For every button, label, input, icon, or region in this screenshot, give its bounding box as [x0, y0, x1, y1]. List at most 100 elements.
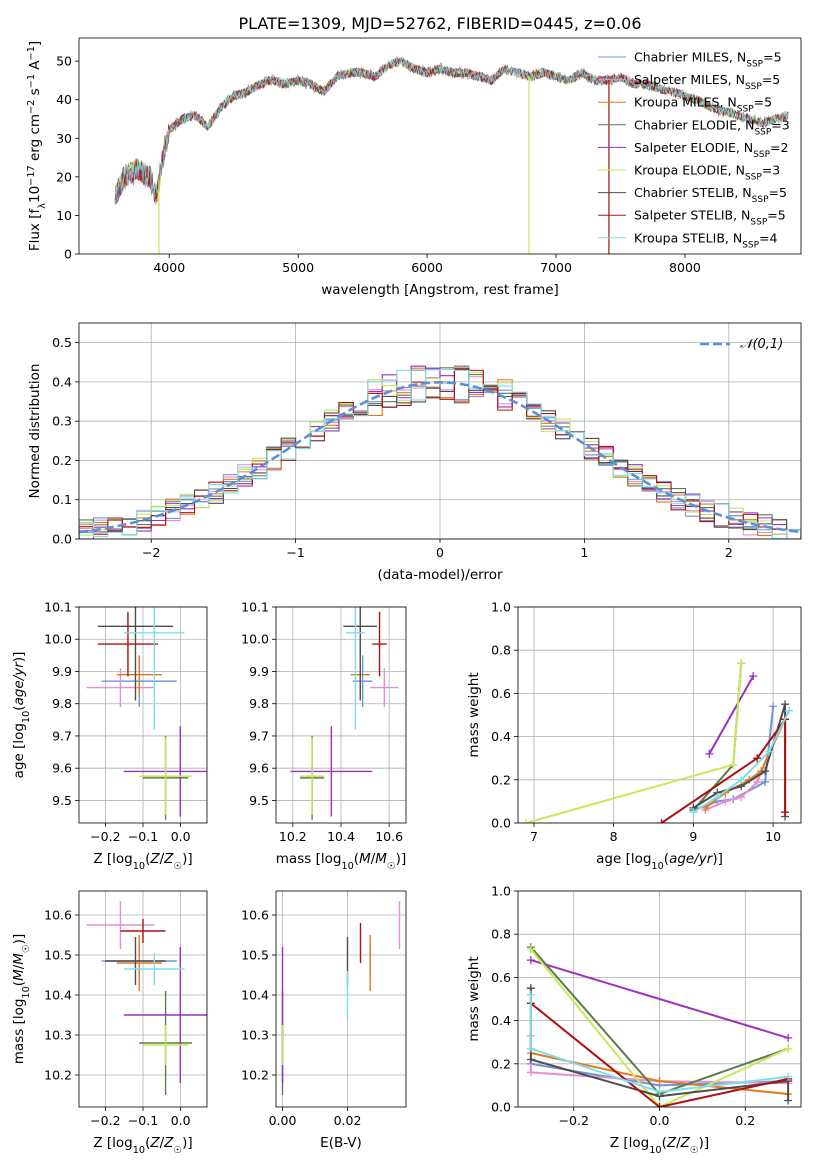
- weight-marker-salpeter_miles: [737, 793, 746, 802]
- grid-lines: [276, 891, 406, 1107]
- y-axis-label: mass weight: [466, 956, 482, 1041]
- weight-marker-salpeter_stelib: [753, 754, 762, 763]
- weight-marker-salpeter_elodie: [784, 1033, 793, 1042]
- y-tick-label: 9.8: [249, 696, 269, 711]
- y-tick-label: 0.8: [491, 927, 511, 942]
- y-tick-label: 10.6: [44, 908, 72, 923]
- y-tick-label: 9.9: [249, 664, 269, 679]
- axes-frame: [275, 606, 407, 824]
- legend-label-kroupa_elodie: Kroupa ELODIE, NSSP=3: [634, 163, 780, 183]
- x-tick-label: 5000: [282, 260, 314, 275]
- legend-label-salpeter_miles: Salpeter MILES, NSSP=5: [634, 72, 780, 92]
- y-tick-label: 20: [56, 169, 72, 184]
- legend-label-chabrier_elodie: Chabrier ELODIE, NSSP=3: [634, 117, 790, 137]
- grid-lines: [518, 606, 801, 824]
- legend-label-kroupa_stelib: Kroupa STELIB, NSSP=4: [634, 230, 778, 250]
- normal-curve: [79, 380, 801, 534]
- y-tick-label: 10.3: [44, 1028, 72, 1043]
- weight-marker-kroupa_elodie: [521, 819, 530, 823]
- y-tick-label: 10.1: [241, 600, 269, 615]
- x-tick-label: 0.00: [269, 1113, 297, 1128]
- x-tick-label: 7: [530, 829, 538, 844]
- x-tick-label: 0.2: [735, 1113, 755, 1128]
- x-axis-label: wavelength [Angstrom, rest frame]: [321, 282, 559, 298]
- y-tick-label: 9.8: [52, 696, 72, 711]
- y-tick-label: 10.0: [241, 632, 269, 647]
- x-tick-label: −0.2: [559, 1113, 589, 1128]
- weight-marker-kroupa_stelib: [713, 793, 722, 802]
- y-tick-label: 10.4: [241, 988, 269, 1003]
- y-tick-label: 0.2: [52, 453, 72, 468]
- y-tick-label: 9.5: [52, 793, 72, 808]
- y-tick-label: 0.4: [491, 1013, 511, 1028]
- y-tick-label: 10.0: [44, 632, 72, 647]
- x-tick-label: 1: [580, 545, 588, 560]
- y-tick-label: 9.6: [249, 761, 269, 776]
- x-tick-label: 10: [765, 829, 781, 844]
- weight-marker-salpeter_stelib: [657, 819, 666, 823]
- grid-lines: [79, 606, 207, 823]
- x-tick-label: 10.4: [327, 829, 355, 844]
- y-tick-label: 0.3: [52, 414, 72, 429]
- spectrum-line-chabrier_stelib: [114, 56, 789, 204]
- y-tick-label: 9.7: [52, 728, 72, 743]
- y-tick-label: 10.2: [44, 1068, 72, 1083]
- x-tick-label: 0.02: [334, 1113, 362, 1128]
- y-tick-label: 10: [56, 208, 72, 223]
- legend-label-salpeter_stelib: Salpeter STELIB, NSSP=5: [634, 208, 786, 228]
- grid-lines: [276, 606, 406, 823]
- y-tick-label: 9.6: [52, 761, 72, 776]
- weight-marker-kroupa_stelib: [655, 1087, 664, 1096]
- x-tick-label: 10.2: [279, 829, 307, 844]
- panel-weight_vs_age: 7 8 9 10 0.0 0.2 0.4 0.6 0.8 1.0 age [log10(age/yr…: [466, 600, 802, 872]
- panel-mass_vs_ebv: 0.00 0.02 10.2 10.3 10.4 10.5 10.6 E(B-V): [241, 890, 407, 1151]
- weight-marker-kroupa_stelib: [689, 808, 698, 817]
- y-tick-label: 0.8: [491, 643, 511, 658]
- histogram-kroupa_stelib: [79, 368, 801, 539]
- y-tick-label: 10.4: [44, 988, 72, 1003]
- plot-area: [526, 943, 793, 1107]
- weight-marker-chabrier_stelib: [526, 1055, 535, 1064]
- x-axis-label: mass [log10(M/M☉)]: [276, 851, 406, 872]
- weight-line-salpeter_stelib: [530, 1002, 789, 1107]
- x-tick-label: 4000: [153, 260, 185, 275]
- weight-marker-kroupa_stelib: [526, 990, 535, 999]
- y-tick-label: 0.2: [491, 1056, 511, 1071]
- x-tick-label: 9: [689, 829, 697, 844]
- weight-line-kroupa_stelib: [529, 994, 789, 1093]
- y-tick-label: 0.0: [52, 532, 72, 547]
- axes-frame: [275, 890, 407, 1108]
- weight-marker-salpeter_miles: [753, 777, 762, 786]
- y-tick-label: 0.6: [491, 970, 511, 985]
- axes-frame: [517, 606, 802, 824]
- panel-weight_vs_Z: −0.2 0.0 0.2 0.0 0.2 0.4 0.6 0.8 1.0 Z [log10(Z/Z…: [466, 884, 802, 1156]
- y-tick-label: 9.7: [249, 728, 269, 743]
- y-tick-label: 10.2: [241, 1068, 269, 1083]
- x-tick-label: −2: [142, 545, 160, 560]
- x-tick-label: 8000: [669, 260, 701, 275]
- axes-frame: [78, 322, 802, 540]
- y-tick-label: 10.3: [241, 1028, 269, 1043]
- x-tick-label: 0.0: [650, 1113, 670, 1128]
- axes-frame: [517, 890, 802, 1108]
- weight-marker-kroupa_stelib: [737, 775, 746, 784]
- y-tick-label: 30: [56, 131, 72, 146]
- y-tick-label: 0.6: [491, 686, 511, 701]
- y-tick-label: 10.1: [44, 600, 72, 615]
- plot-area: [79, 365, 801, 539]
- weight-marker-chabrier_stelib: [781, 700, 790, 709]
- axes-frame: [78, 37, 802, 255]
- plot-area: [86, 607, 207, 820]
- weight-marker-salpeter_elodie: [749, 672, 758, 681]
- axes-frame: [78, 606, 208, 824]
- y-tick-label: 0.4: [491, 729, 511, 744]
- x-axis-label: Z [log10(Z/Z☉)]: [93, 1135, 192, 1156]
- weight-marker-salpeter_miles: [526, 1068, 535, 1077]
- legend-label-chabrier_miles: Chabrier MILES, NSSP=5: [634, 50, 782, 70]
- x-tick-label: 8: [610, 829, 618, 844]
- grid-lines: [79, 891, 207, 1107]
- y-tick-label: 9.5: [249, 793, 269, 808]
- x-tick-label: 0: [436, 545, 444, 560]
- y-tick-label: 10.6: [241, 908, 269, 923]
